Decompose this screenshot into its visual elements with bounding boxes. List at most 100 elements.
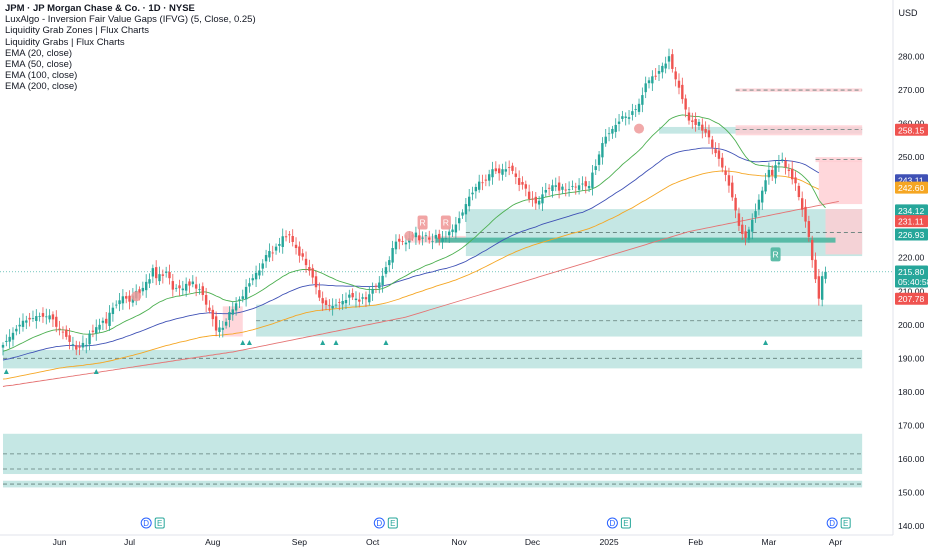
ifvg-zone-bearish [818,160,863,205]
price-badge-box [895,228,928,241]
candle-body [181,288,185,291]
indicator-ema200[interactable]: EMA (200, close) [5,81,78,93]
candle-body [238,299,241,301]
price-badge: 258.15 [895,123,928,136]
candle-body [564,189,567,191]
indicator-ema100[interactable]: EMA (100, close) [5,70,78,82]
candle-body [15,328,18,332]
candle-body [781,159,784,161]
y-tick-label: 270.00 [898,85,925,95]
indicator-ema20[interactable]: EMA (20, close) [5,47,73,59]
candle-body [301,253,304,257]
candle-body [151,268,155,277]
candle-body [704,129,707,133]
price-badge-value: 234.12 [898,206,925,216]
candle-body [607,133,611,135]
candle-body [581,183,584,185]
candle-body [797,185,801,198]
candle-body [244,286,248,300]
symbol-title[interactable]: JPM · JP Morgan Chase & Co. · 1D · NYSE [5,3,195,14]
x-tick-label: Apr [829,537,843,547]
indicator-ifvg[interactable]: LuxAlgo - Inversion Fair Value Gaps (IFV… [5,14,256,26]
candle-body [531,198,534,200]
candle-body [334,304,338,306]
price-badge-value: 231.11 [898,217,924,227]
candle-body [414,232,418,238]
liquidity-grab-triangle [763,340,769,345]
currency-label[interactable]: USD [898,8,918,18]
candle-body [284,236,288,238]
y-tick-label: 280.00 [898,52,925,62]
candle-body [61,331,65,333]
x-tick-label: Nov [452,537,468,547]
candle-body [584,181,587,187]
candle-body [28,317,31,320]
y-tick-label: 250.00 [898,152,925,162]
x-tick-label: Aug [205,537,221,547]
candle-body [691,120,694,122]
candle-body [554,185,557,187]
dividend-label: D [376,519,382,528]
indicator-liquidity-grabs[interactable]: Liquidity Grabs | Flux Charts [5,36,125,48]
candle-body [441,238,444,242]
candle-body [158,274,161,282]
candle-body [314,276,318,288]
price-badge-value: 243.11 [898,176,924,186]
candle-body [324,300,328,306]
indicator-ema50[interactable]: EMA (50, close) [5,59,73,71]
candle-body [338,302,341,303]
candle-body [681,84,684,100]
candle-body [31,318,35,319]
candle-body [191,281,195,285]
earnings-label: E [390,519,395,528]
candle-body [671,54,674,69]
y-tick-label: 180.00 [898,387,925,397]
indicator-liquidity-grab-zones[interactable]: Liquidity Grab Zones | Flux Charts [5,25,149,37]
liquidity-grab-label: R [770,247,781,262]
candle-body [624,116,627,118]
earnings-icon [620,517,631,529]
price-badge-value: 258.15 [898,125,925,135]
candle-body [231,309,234,315]
price-badge: 231.11 [895,215,928,228]
x-tick-label: Oct [366,537,380,547]
candle-body [711,139,714,148]
candle-body [577,185,581,190]
candle-body [474,186,478,192]
liquidity-label-text: R [772,249,778,259]
candle-body [11,332,15,340]
candle-body [717,150,721,159]
candle-body [331,306,334,309]
candle-body [621,116,624,119]
candle-body [144,281,148,291]
candle-body [614,124,617,132]
candle-body [517,178,521,185]
liquidity-grab-triangle [333,340,339,345]
candle-body [71,344,75,346]
candle-body [644,83,647,93]
chart-legend: JPM · JP Morgan Chase & Co. · 1D · NYSE … [5,3,256,93]
candle-body [604,136,607,144]
y-tick-label: 190.00 [898,353,925,363]
candle-body [657,70,661,74]
candle-body [221,327,224,330]
candle-body [361,297,364,299]
candle-body [444,238,448,240]
candle-body [88,333,91,345]
candle-body [401,241,404,242]
price-badge-box [895,123,928,136]
candle-body [1,344,5,348]
candle-body [694,118,697,125]
candle-body [504,169,508,172]
price-badge-box [895,265,928,288]
candle-body [481,182,484,184]
candle-body [571,185,574,187]
candle-body [55,316,58,327]
candle-body [188,281,191,286]
candle-body [594,166,597,171]
candle-body [201,286,204,295]
liquidity-grab-marker [634,123,645,134]
